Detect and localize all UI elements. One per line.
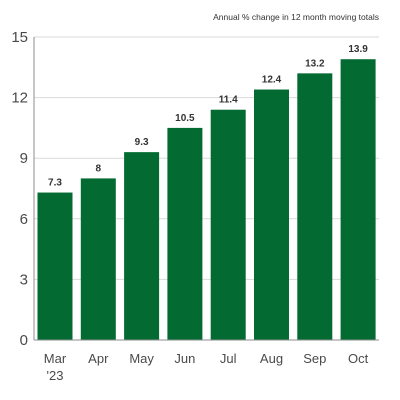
data-label: 10.5 — [175, 113, 195, 124]
data-label: 13.2 — [305, 58, 325, 69]
bar — [254, 89, 289, 341]
bar — [124, 152, 160, 340]
bar — [80, 178, 116, 340]
bar — [210, 109, 246, 340]
bar — [297, 73, 333, 341]
y-tick-label: 3 — [20, 271, 28, 288]
chart-subtitle: Annual % change in 12 month moving total… — [213, 12, 379, 22]
x-tick-label: Jul — [220, 351, 237, 366]
x-tick-label: Sep — [303, 351, 326, 366]
x-tick-label: Aug — [260, 351, 283, 366]
bar — [340, 59, 376, 340]
y-tick-label: 12 — [11, 90, 28, 107]
data-label: 9.3 — [135, 137, 149, 148]
bar — [37, 192, 73, 340]
x-tick-label: Apr — [88, 351, 109, 366]
y-tick-label: 15 — [11, 29, 28, 46]
y-axis-ticks: 0 3 6 9 12 15 — [11, 29, 28, 349]
x-tick-label: Jun — [174, 351, 195, 366]
data-label: 13.9 — [348, 44, 368, 55]
x-axis-ticks: Mar '23 Apr May Jun Jul Aug Sep Oct — [44, 351, 369, 383]
y-tick-label: 9 — [20, 150, 28, 167]
data-label: 7.3 — [48, 178, 62, 189]
bars — [37, 59, 376, 341]
data-labels: 7.3 8 9.3 10.5 11.4 12.4 13.2 13.9 — [48, 44, 368, 188]
x-tick-label: Oct — [348, 351, 369, 366]
data-label: 11.4 — [219, 95, 238, 106]
data-label: 12.4 — [262, 75, 282, 86]
y-tick-label: 0 — [20, 332, 28, 349]
x-tick-label: Mar '23 — [44, 351, 67, 383]
x-tick-label: May — [129, 351, 154, 366]
y-tick-label: 6 — [20, 211, 28, 228]
data-label: 8 — [96, 163, 102, 174]
bar — [167, 127, 203, 341]
